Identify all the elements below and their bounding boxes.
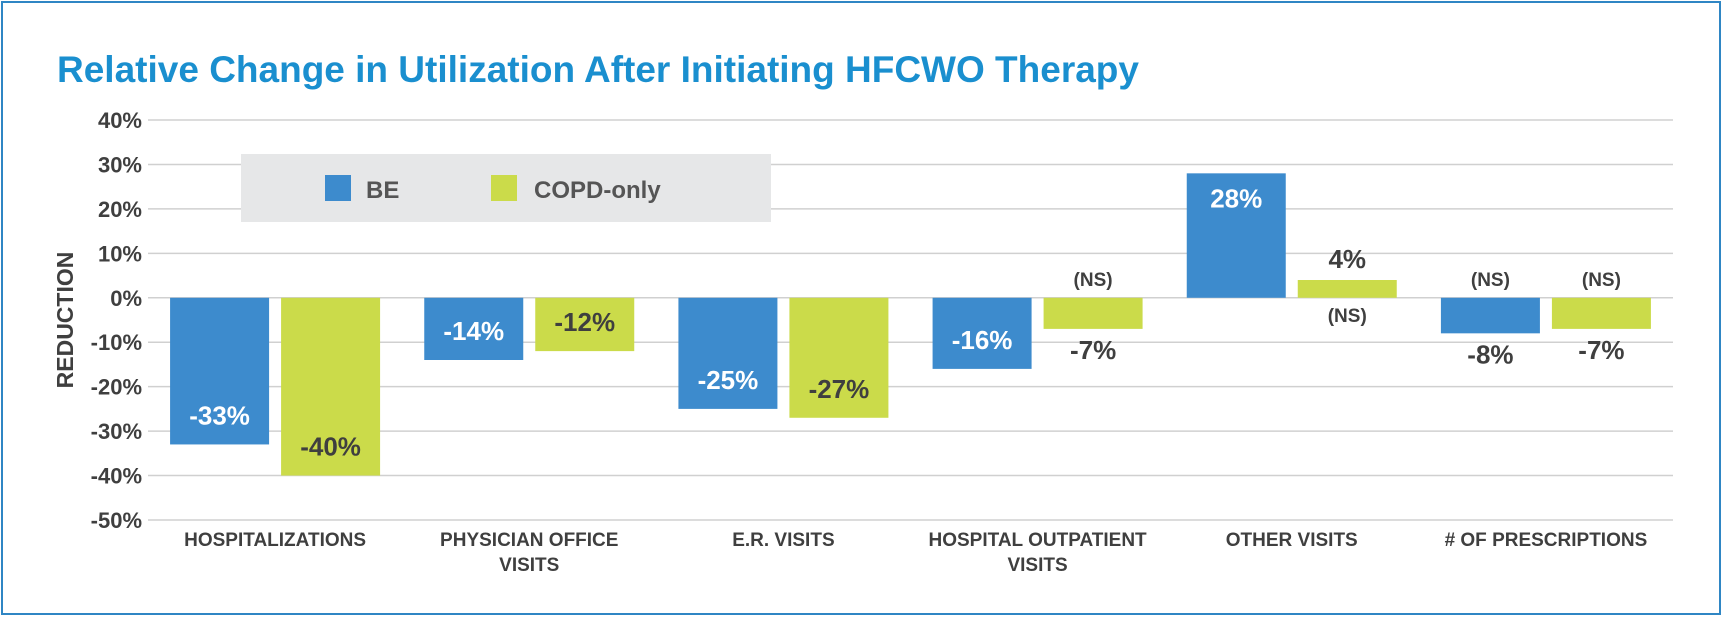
data-label: -8% xyxy=(1467,339,1513,369)
y-tick-label: -40% xyxy=(91,464,142,489)
y-tick-label: 10% xyxy=(98,241,142,266)
legend: BE COPD-only xyxy=(241,154,771,222)
x-tick-label: PHYSICIAN OFFICE xyxy=(440,530,618,551)
significance-note: (NS) xyxy=(1328,306,1367,327)
bar-be xyxy=(1440,297,1540,334)
y-tick-label: 0% xyxy=(110,286,142,311)
bar-copd-only xyxy=(789,297,889,418)
y-tick-label: -10% xyxy=(91,330,142,355)
x-tick-label: VISITS xyxy=(499,555,559,576)
x-tick-label: E.R. VISITS xyxy=(732,530,834,551)
bar-be xyxy=(678,297,778,409)
bar-be xyxy=(932,297,1032,369)
x-tick-label: # OF PRESCRIPTIONS xyxy=(1445,530,1648,551)
bar-copd-only xyxy=(535,297,635,352)
x-tick-label: OTHER VISITS xyxy=(1226,530,1358,551)
x-tick-label: HOSPITAL OUTPATIENT xyxy=(929,530,1148,551)
bar-copd-only xyxy=(1043,297,1143,329)
significance-note: (NS) xyxy=(1074,270,1113,291)
data-label: -12% xyxy=(554,307,615,337)
legend-swatch-copd-only xyxy=(491,175,517,201)
bar-be xyxy=(170,297,270,445)
bar-copd-only xyxy=(1551,297,1651,329)
x-axis-labels: HOSPITALIZATIONS PHYSICIAN OFFICE VISITS E.… xyxy=(184,530,1647,576)
y-axis-ticks: 40% 30% 20% 10% 0% -10% -20% -30% -40% -50% xyxy=(91,108,142,533)
grid-lines xyxy=(148,119,1673,521)
data-labels: -33% -40% -14% -12% -25% -27% -16% -7% (NS) 28% 4%… xyxy=(189,183,1624,461)
y-tick-label: 30% xyxy=(98,152,142,177)
chart-title: Relative Change in Utilization After Ini… xyxy=(57,49,1139,90)
data-label: -7% xyxy=(1578,335,1624,365)
data-label: -16% xyxy=(952,325,1013,355)
data-label: 4% xyxy=(1328,244,1366,274)
bar-be xyxy=(424,297,524,360)
bar-be xyxy=(1186,173,1286,298)
legend-label-copd-only: COPD-only xyxy=(534,177,661,204)
x-tick-label: HOSPITALIZATIONS xyxy=(184,530,366,551)
data-label: -33% xyxy=(189,400,250,430)
legend-swatch-be xyxy=(325,175,351,201)
significance-note: (NS) xyxy=(1582,270,1621,291)
data-label: -40% xyxy=(300,432,361,462)
y-tick-label: -30% xyxy=(91,419,142,444)
data-label: -14% xyxy=(443,316,504,346)
y-tick-label: 20% xyxy=(98,197,142,222)
y-axis-label: REDUCTION xyxy=(52,252,78,389)
bar-copd-only xyxy=(1297,280,1397,298)
bars xyxy=(170,173,1651,476)
data-label: -25% xyxy=(698,365,759,395)
bar-copd-only xyxy=(281,297,381,476)
x-tick-label: VISITS xyxy=(1007,555,1067,576)
y-tick-label: 40% xyxy=(98,108,142,133)
data-label: -7% xyxy=(1070,335,1116,365)
significance-note: (NS) xyxy=(1471,270,1510,291)
data-label: 28% xyxy=(1210,183,1262,213)
y-tick-label: -20% xyxy=(91,375,142,400)
y-tick-label: -50% xyxy=(91,508,142,533)
legend-label-be: BE xyxy=(366,177,399,204)
data-label: -27% xyxy=(809,374,870,404)
